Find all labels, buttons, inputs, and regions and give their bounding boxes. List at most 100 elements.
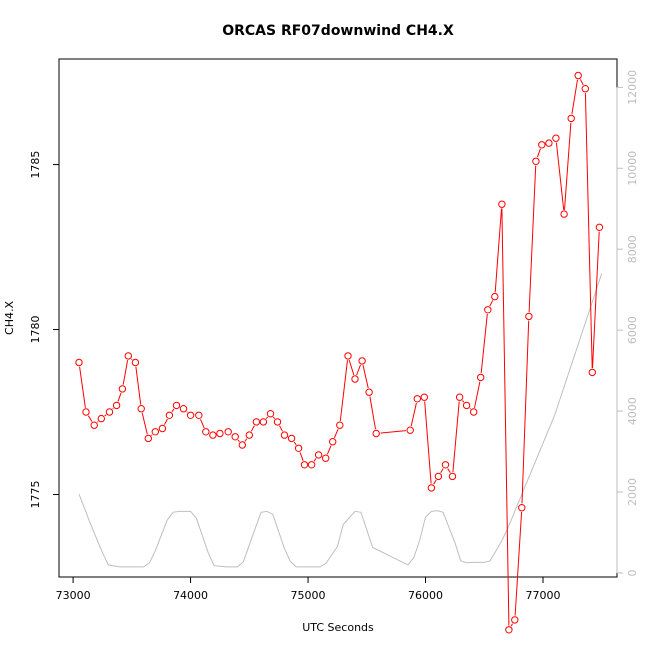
ch4-point (231, 433, 239, 441)
ch4-point (131, 358, 140, 367)
x-tick-label: 77000 (525, 589, 560, 602)
ch4-point (307, 461, 316, 469)
ch4-point (294, 444, 303, 452)
ch4-segment (326, 445, 332, 455)
ch4-segment (122, 360, 129, 385)
ch4-point (406, 426, 414, 434)
ch4-point (314, 451, 323, 459)
ch4-point (137, 405, 145, 413)
ch4-segment (462, 400, 465, 403)
ch4-segment (293, 441, 297, 446)
y-tick-label: 1780 (29, 316, 42, 344)
ch4-point (209, 431, 217, 439)
ch4-point (195, 411, 203, 419)
ch4-point (151, 428, 160, 436)
ch4-segment (313, 458, 317, 462)
ch4-point (216, 429, 224, 438)
ch4-segment (564, 122, 572, 210)
ch4-point (351, 375, 359, 383)
ch4-point (595, 223, 604, 232)
ch4-segment (265, 416, 269, 420)
ch4-point (538, 141, 546, 149)
right-y-tick-label: 4000 (626, 397, 639, 425)
ch4-point (336, 421, 344, 429)
ch4-point (75, 358, 83, 367)
ch4-point (97, 414, 106, 423)
ch4-point (498, 200, 506, 208)
ch4-point (365, 388, 373, 396)
ch4-segment (555, 142, 565, 210)
ch4-segment (112, 408, 114, 410)
y-tick-label: 1785 (29, 151, 42, 179)
x-tick-label: 74000 (173, 589, 208, 602)
ch4-point (560, 210, 568, 218)
ch4-segment (410, 402, 417, 427)
series-layer (75, 71, 604, 634)
ch4-segment (244, 438, 248, 442)
ch4-segment (536, 148, 541, 158)
ch4-segment (528, 165, 537, 313)
ch4-point (441, 461, 450, 469)
ch4-segment (87, 415, 93, 422)
ch4-point (525, 312, 533, 321)
ch4-point (574, 71, 582, 80)
ch4-point (344, 352, 352, 360)
ch4-point (224, 428, 232, 436)
ch4-segment (474, 381, 481, 408)
ch4-point (259, 418, 268, 426)
ch4-point (165, 411, 174, 419)
ch4-point (581, 85, 589, 93)
ch4-segment (250, 425, 255, 432)
ch4-segment (237, 439, 240, 443)
right-y-tick-label: 6000 (626, 316, 639, 344)
ch4-point (552, 134, 560, 142)
ch4-point (172, 401, 181, 410)
ch4-point (532, 157, 540, 166)
ch4-point (266, 410, 275, 418)
ch4-segment (171, 408, 175, 413)
y-tick-label: 1775 (29, 481, 42, 509)
x-tick-label: 76000 (408, 589, 443, 602)
ch4-segment (97, 421, 99, 423)
ch4-segment (362, 364, 369, 389)
ch4-point (455, 393, 464, 401)
ch4-segment (592, 231, 600, 369)
right-y-axis: 0 2000 4000 6000 8000 10000 12000 (616, 70, 639, 576)
ch4-segment (151, 434, 153, 436)
ch4-point (252, 418, 261, 426)
ch4-point (358, 357, 366, 365)
ch4-segment (104, 414, 107, 417)
ch4-segment (447, 468, 451, 473)
ch4-point (186, 411, 195, 419)
ch4-point (124, 352, 133, 360)
ch4-segment (510, 623, 514, 627)
ch4-segment (272, 416, 276, 420)
ch4-point (273, 418, 282, 426)
ch4-point (484, 306, 492, 314)
ch4-point (511, 616, 519, 624)
ch4-segment (135, 366, 142, 405)
ch4-point (491, 292, 499, 301)
ch4-point (202, 428, 210, 436)
ch4-point (179, 405, 188, 413)
ch4-segment (452, 401, 460, 473)
ch4-segment (299, 452, 304, 461)
ch4-point (427, 484, 436, 492)
ch4-segment (424, 401, 432, 484)
ch4-point (545, 139, 553, 147)
ch4-segment (440, 468, 444, 473)
ch4-segment (494, 208, 502, 293)
ch4-segment (380, 430, 407, 434)
ch4-segment (333, 429, 339, 438)
ch4-segment (514, 511, 523, 616)
ch4-point (434, 472, 443, 481)
y-axis-label: CH4.X (3, 301, 16, 335)
right-y-tick-label: 12000 (626, 70, 639, 105)
ch4-segment (584, 92, 593, 369)
ch4-segment (356, 364, 361, 376)
chart-title: ORCAS RF07downwind CH4.X (222, 23, 454, 39)
ch4-point (90, 421, 98, 429)
ch4-segment (79, 366, 86, 408)
ch4-point (448, 472, 457, 481)
